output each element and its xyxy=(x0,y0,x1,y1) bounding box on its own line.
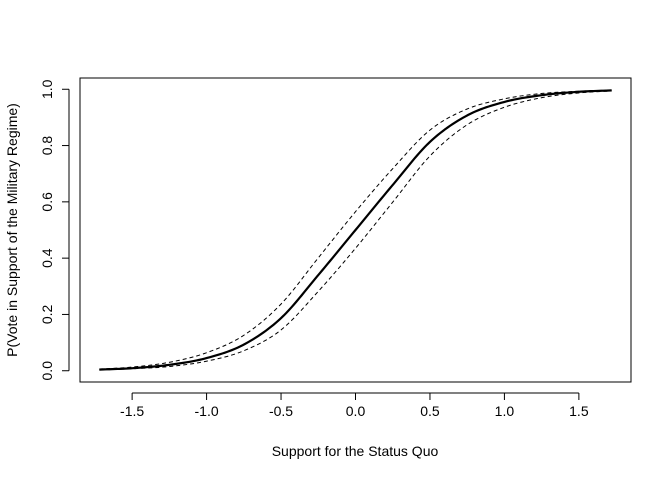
x-tick-label: 0.0 xyxy=(346,403,366,419)
y-tick-label: 0.8 xyxy=(39,136,55,156)
x-axis-title: Support for the Status Quo xyxy=(272,443,439,459)
plot-frame xyxy=(79,77,632,383)
y-tick-label: 0.2 xyxy=(39,305,55,325)
series-line-bound xyxy=(99,90,612,371)
x-tick-label: -1.5 xyxy=(120,403,144,419)
y-tick-label: 0.6 xyxy=(39,192,55,212)
series-lines xyxy=(99,89,612,371)
x-tick-label: 1.5 xyxy=(569,403,589,419)
series-line-estimate xyxy=(99,89,612,371)
x-axis: -1.5 -1.0 -0.5 0.0 0.5 1.0 1.5 xyxy=(120,392,589,419)
y-tick-label: 0.0 xyxy=(39,361,55,381)
x-tick-label: -0.5 xyxy=(269,403,293,419)
y-tick-label: 1.0 xyxy=(39,79,55,99)
x-tick-label: 1.0 xyxy=(495,403,515,419)
series-line-bound xyxy=(99,89,612,370)
x-tick-label: -1.0 xyxy=(195,403,219,419)
y-axis-title: P(Vote in Support of the Military Regime… xyxy=(4,103,20,357)
y-axis: 0.0 0.2 0.4 0.6 0.8 1.0 xyxy=(39,79,70,381)
y-tick-label: 0.4 xyxy=(39,248,55,268)
x-tick-label: 0.5 xyxy=(420,403,440,419)
